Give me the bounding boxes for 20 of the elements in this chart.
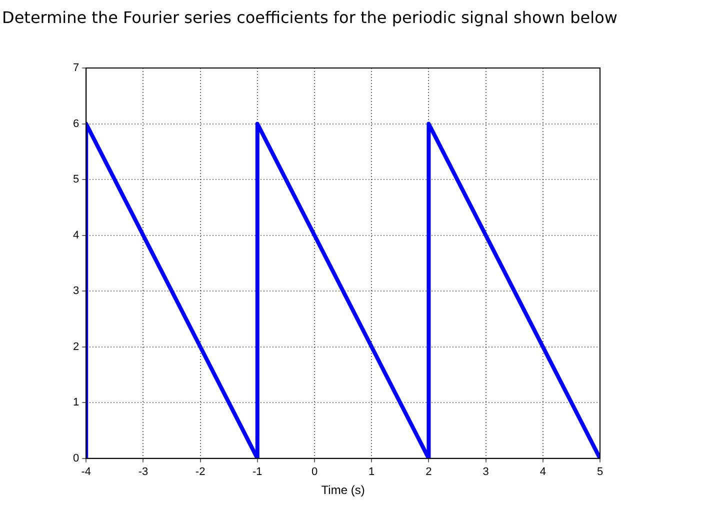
x-tick-label: -3 [138,466,148,478]
y-tick-label: 7 [72,62,80,74]
x-tick-label: 4 [540,466,546,478]
y-tick-label: 0 [72,452,80,464]
x-tick-label: 1 [368,466,375,478]
x-tick-label: 0 [311,466,318,478]
x-tick-label: 2 [426,466,432,478]
y-tick-label: 6 [72,118,80,130]
y-tick-label: 1 [72,396,80,409]
y-tick-label: 4 [72,229,80,242]
chart-title: Determine the Fourier series coefficients for the periodic signal shown below [2,8,618,27]
x-tick-label: 3 [482,466,489,478]
x-tick-label: -1 [252,466,262,478]
y-tick-label: 2 [72,340,80,353]
y-tick-label: 5 [72,174,80,186]
x-tick-label: -4 [81,466,92,478]
y-tick-label: 3 [72,285,80,298]
x-tick-label: -2 [195,466,206,478]
x-tick-label: 5 [596,466,604,478]
x-axis-title: Time (s) [321,483,365,498]
